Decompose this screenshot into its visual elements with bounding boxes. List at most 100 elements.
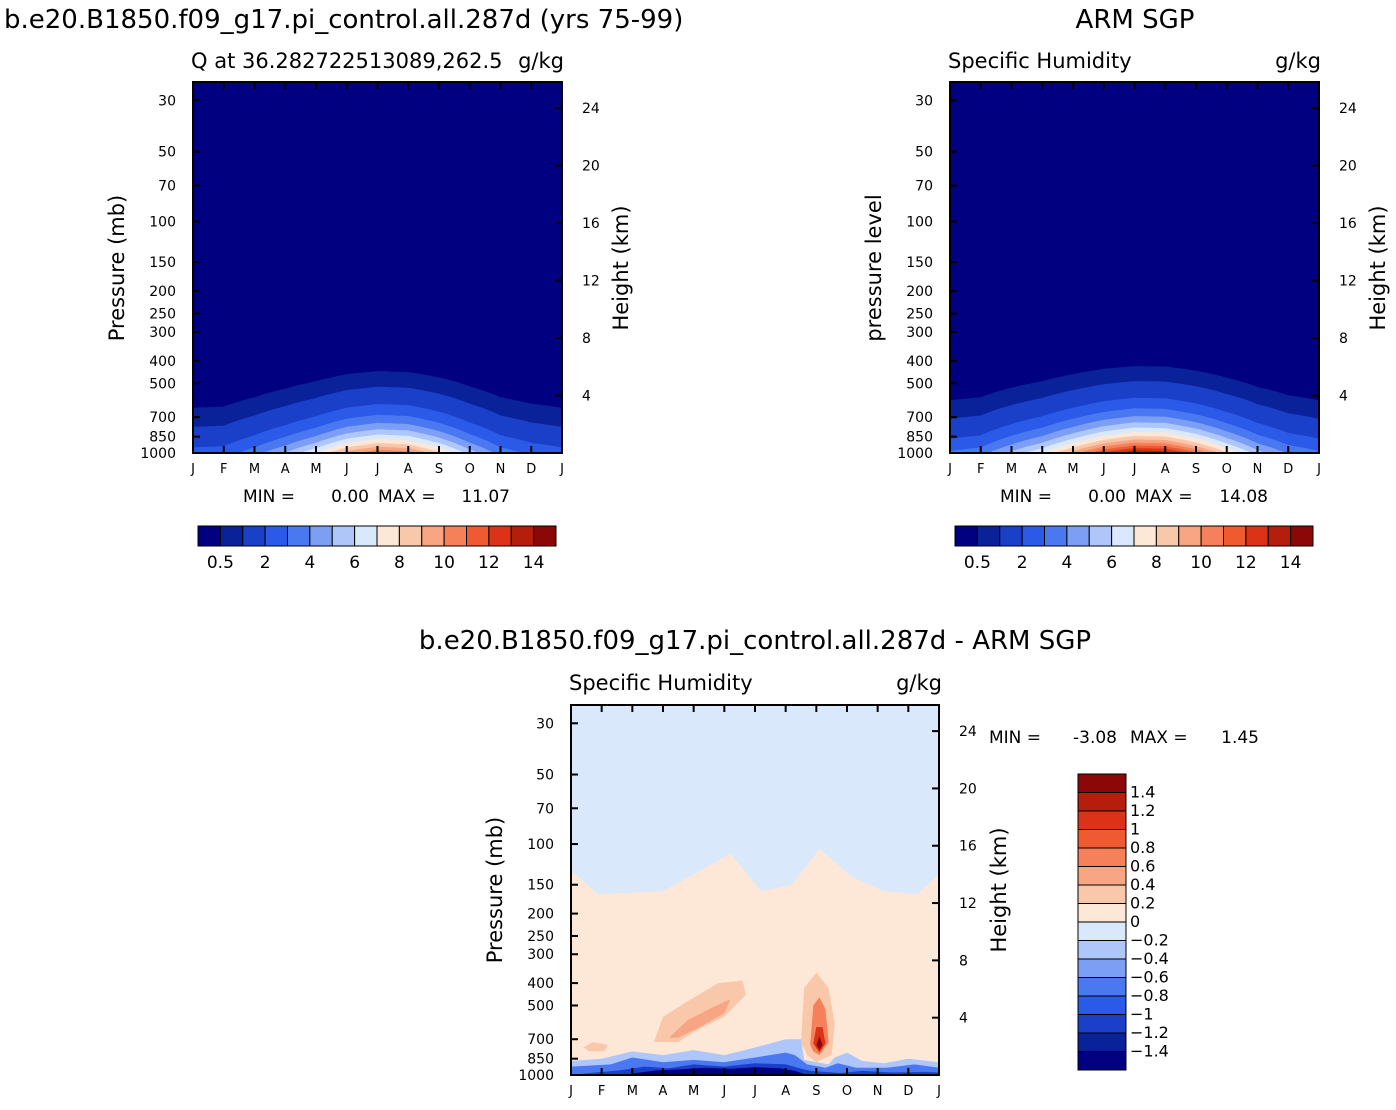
y-tick-label-height: 8: [959, 953, 968, 969]
x-tick-label: J: [1132, 462, 1137, 477]
y-tick-label-pressure: 30: [915, 93, 933, 109]
panel-obs-ylabel-left: pressure level: [862, 194, 886, 341]
colorbar-label: −0.2: [1130, 931, 1169, 950]
colorbar-label: 0: [1130, 912, 1140, 931]
colorbar-swatch: [1044, 525, 1068, 547]
x-tick-label: N: [1253, 462, 1263, 477]
colorbar-label: 12: [1235, 553, 1257, 573]
colorbar-label: −1.2: [1130, 1023, 1169, 1042]
y-tick-label-pressure: 100: [149, 214, 176, 230]
colorbar-swatch: [1077, 921, 1127, 941]
colorbar-label: 2: [1017, 553, 1028, 573]
colorbar-label: 0.5: [964, 553, 991, 573]
x-tick-label: S: [435, 462, 443, 477]
panel-diff-ylabel-right: Height (km): [987, 827, 1011, 952]
panel-diff-max-value: 1.45: [1221, 728, 1259, 748]
x-tick-label: J: [559, 462, 564, 477]
y-tick-label-pressure: 150: [527, 878, 554, 894]
y-tick-label-pressure: 300: [527, 947, 554, 963]
colorbar-swatch: [1077, 792, 1127, 812]
panel-obs-max-value: 14.08: [1219, 487, 1268, 507]
panel-model-colorbar: 0.5 2 4 6 8 10 12 14: [197, 525, 557, 573]
panel-diff-subtitle-left: Specific Humidity: [569, 671, 753, 695]
colorbar-label: 0.6: [1130, 857, 1155, 876]
colorbar-swatch: [510, 525, 535, 547]
y-tick-label-pressure: 700: [906, 410, 933, 426]
colorbar-label: 10: [1190, 553, 1212, 573]
panel-diff-colorbar: 1.41.210.80.60.40.20−0.2−0.4−0.6−0.8−1−1…: [1077, 773, 1169, 1071]
x-tick-label: A: [781, 1084, 790, 1099]
y-tick-label-pressure: 250: [527, 929, 554, 945]
x-tick-label: D: [526, 462, 536, 477]
colorbar-label: 12: [478, 553, 500, 573]
y-tick-label-pressure: 50: [536, 768, 554, 784]
x-tick-label: J: [1101, 462, 1106, 477]
x-tick-label: A: [404, 462, 413, 477]
y-tick-label-pressure: 400: [527, 976, 554, 992]
x-tick-label: J: [936, 1084, 941, 1099]
colorbar-swatch: [1077, 884, 1127, 904]
panel-diff-min-label: MIN =: [989, 728, 1041, 748]
x-tick-label: J: [190, 462, 195, 477]
contour-band: [583, 1042, 608, 1052]
colorbar-label: 0.5: [207, 553, 234, 573]
colorbar-swatch: [1077, 810, 1127, 830]
y-tick-label-pressure: 200: [906, 284, 933, 300]
panel-obs-colorbar: 0.5 2 4 6 8 10 12 14: [954, 525, 1314, 573]
colorbar-label: 14: [523, 553, 545, 573]
colorbar-swatch: [1245, 525, 1269, 547]
panel-obs-min-label: MIN =: [1000, 487, 1052, 507]
colorbar-swatch: [488, 525, 512, 547]
panel-obs-min-value: 0.00: [1088, 487, 1126, 507]
contour-band: [632, 1067, 805, 1075]
contour-band: [669, 999, 731, 1038]
colorbar-label: 6: [349, 553, 360, 573]
colorbar-swatch: [1155, 525, 1180, 547]
y-tick-label-pressure: 50: [158, 145, 176, 161]
colorbar-swatch: [1077, 1014, 1127, 1034]
y-tick-label-pressure: 400: [149, 354, 176, 370]
colorbar-swatch: [1223, 525, 1247, 547]
colorbar-swatch: [421, 525, 445, 547]
y-tick-label-pressure: 200: [149, 284, 176, 300]
y-tick-label-pressure: 850: [149, 430, 176, 446]
panel-model-max-label: MAX =: [378, 487, 436, 507]
panel-model-axes: J F M A M J J A S O N D J 30 50 70 100 150 200 250 300 400 500…: [140, 82, 600, 477]
colorbar-label: −0.4: [1130, 949, 1169, 968]
panel-model-min-value: 0.00: [331, 487, 369, 507]
x-tick-label: N: [496, 462, 506, 477]
colorbar-swatch: [1200, 525, 1224, 547]
colorbar-label: 0.8: [1130, 838, 1155, 857]
y-tick-label-pressure: 30: [158, 93, 176, 109]
colorbar-label: 2: [260, 553, 271, 573]
y-tick-label-pressure: 500: [527, 998, 554, 1014]
y-tick-label-height: 12: [582, 274, 600, 290]
y-tick-label-height: 20: [582, 159, 600, 175]
x-tick-label: J: [1316, 462, 1321, 477]
y-tick-label-pressure: 850: [906, 430, 933, 446]
colorbar-swatch: [1077, 866, 1127, 886]
colorbar-swatch: [1077, 1032, 1127, 1052]
y-tick-label-pressure: 500: [149, 376, 176, 392]
x-tick-label: S: [1192, 462, 1200, 477]
colorbar-swatch: [398, 525, 423, 547]
colorbar-label: 14: [1280, 553, 1302, 573]
colorbar-label: 8: [394, 553, 405, 573]
colorbar-swatch: [443, 525, 467, 547]
x-tick-label: D: [903, 1084, 913, 1099]
colorbar-swatch: [1077, 977, 1127, 997]
colorbar-swatch: [1077, 847, 1127, 867]
y-tick-label-height: 12: [1339, 274, 1357, 290]
colorbar-swatch: [976, 525, 1001, 547]
colorbar-swatch: [331, 525, 356, 547]
panel-obs-subtitle-left: Specific Humidity: [948, 49, 1132, 73]
y-tick-label-pressure: 150: [906, 255, 933, 271]
colorbar-swatch: [466, 525, 490, 547]
y-tick-label-height: 16: [959, 839, 977, 855]
panel-diff-min-value: -3.08: [1073, 728, 1117, 748]
x-tick-label: M: [1006, 462, 1017, 477]
y-tick-label-pressure: 250: [149, 307, 176, 323]
colorbar-swatch: [1077, 829, 1127, 849]
x-tick-label: J: [375, 462, 380, 477]
panel-model-subtitle-right: g/kg: [518, 49, 564, 73]
